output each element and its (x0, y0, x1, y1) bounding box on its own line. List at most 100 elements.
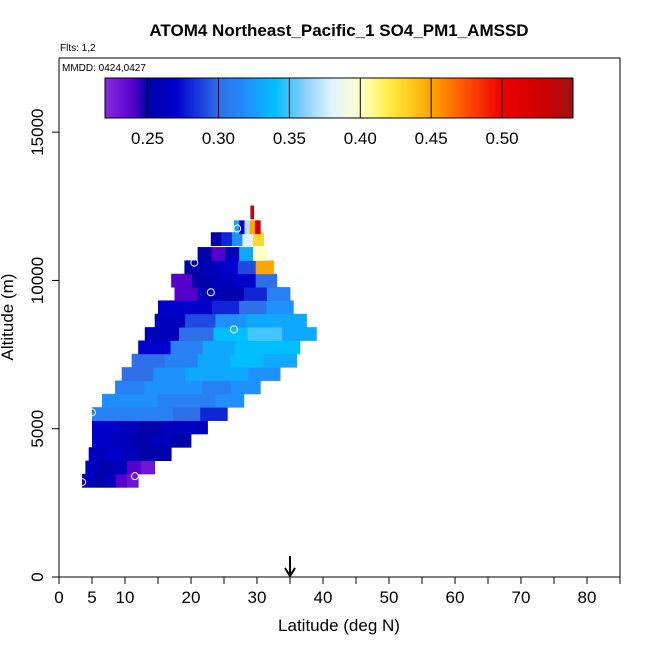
heatmap-cell (185, 313, 216, 328)
heatmap-cell (130, 393, 160, 408)
heatmap-cell (233, 220, 240, 235)
heatmap-cell (131, 433, 152, 448)
colorbar-ticks: 0.25 0.30 0.35 0.40 0.45 0.50 (131, 78, 519, 148)
x-tick-label: 70 (512, 588, 531, 607)
heatmap-cell (231, 232, 243, 246)
x-tick-label: 80 (578, 588, 597, 607)
heatmap-cell (267, 340, 301, 355)
heatmap-cell (158, 393, 188, 408)
x-tick-label: 0 (54, 588, 63, 607)
observation-marker (233, 224, 242, 233)
heatmap-cell (158, 300, 186, 315)
heatmap-cell (92, 407, 120, 421)
heatmap-cell (282, 327, 317, 341)
heatmap-cell (211, 247, 226, 261)
observation-marker (88, 408, 96, 417)
heatmap-cell (187, 393, 216, 408)
heatmap-cell (239, 247, 254, 261)
x-tick-label: 50 (380, 588, 399, 607)
heatmap-cell (230, 353, 264, 368)
heatmap-cell (249, 220, 256, 235)
colorbar-tick-label: 0.40 (344, 129, 377, 148)
heatmap-cell (115, 380, 145, 395)
heatmap-cell (213, 327, 249, 341)
heatmap-cell (255, 273, 278, 288)
heatmap-cell (202, 380, 232, 395)
x-tick-label: 20 (182, 588, 201, 607)
heatmap-cell (131, 353, 165, 368)
heatmap-cell (210, 232, 222, 246)
heatmap-cell (115, 473, 128, 488)
heatmap-cell (197, 287, 222, 301)
heatmap-cell (138, 420, 162, 435)
heatmap-cell (266, 287, 291, 301)
heatmap-cell (154, 447, 172, 461)
y-tick-label: 15000 (28, 109, 47, 156)
y-axis-label: Altitude (m) (0, 274, 17, 361)
dates-label: MMDD: 0424,0427 (62, 63, 146, 74)
heatmap-cell (111, 433, 132, 448)
heatmap-cell (92, 433, 113, 448)
y-tick-label: 0 (28, 572, 47, 581)
heatmap-cell (215, 393, 245, 408)
x-tick-label: 5 (87, 588, 96, 607)
heatmap-cell (121, 447, 139, 461)
colorbar-tick-label: 0.30 (202, 129, 235, 148)
heatmap-cell (239, 300, 267, 315)
colorbar: 0.25 0.30 0.35 0.40 0.45 0.50 (104, 77, 574, 148)
heatmap-cell (171, 273, 193, 288)
heatmap-cell (185, 367, 218, 381)
heatmap-cell (101, 393, 131, 408)
heatmap-cell (255, 220, 261, 235)
heatmap-cell (153, 367, 186, 381)
observation-marker (130, 472, 139, 481)
arrow-head (284, 567, 296, 578)
heatmap-cell (164, 353, 198, 368)
colorbar-tick-label: 0.25 (131, 129, 164, 148)
observation-marker (190, 258, 199, 267)
heatmap-cell (88, 447, 106, 461)
heatmap-cell (192, 273, 214, 288)
heatmap-cell (239, 220, 245, 235)
heatmap-cell (119, 407, 147, 421)
heatmap-cell (244, 220, 251, 235)
heatmap-cell (174, 287, 198, 301)
x-tick-label: 40 (314, 588, 333, 607)
heatmap-cell (113, 460, 128, 475)
heatmap-cell (234, 273, 257, 288)
heatmap-cell (93, 473, 105, 488)
heatmap-cell (179, 327, 214, 341)
heatmap-cell (146, 407, 174, 421)
data-cells (82, 205, 317, 488)
heatmap-cell (225, 247, 240, 261)
x-tick-label: 10 (116, 588, 135, 607)
heatmap-cell (126, 460, 142, 475)
observation-marker (206, 288, 215, 297)
heatmap-cell (92, 420, 116, 435)
heatmap-cell (237, 260, 257, 275)
heatmap-cell (253, 247, 268, 261)
heatmap-cell (184, 260, 203, 275)
heatmap-cell (253, 232, 264, 246)
heatmap-cell (197, 247, 212, 261)
heatmap-cell (213, 273, 235, 288)
heatmap-cell (126, 473, 139, 488)
heatmap-cell (173, 380, 203, 395)
colorbar-tick-label: 0.50 (486, 129, 519, 148)
x-axis-label: Latitude (deg N) (278, 616, 400, 635)
heatmap-cell (263, 353, 297, 368)
heatmap-cell (276, 313, 307, 328)
heatmap-cell (231, 380, 261, 395)
heatmap-cell (220, 260, 239, 275)
heatmap-cell (243, 287, 268, 301)
heatmap-cell (161, 420, 185, 435)
x-tick-label: 60 (446, 588, 465, 607)
heatmap-cell (202, 340, 236, 355)
heatmap-cell (104, 473, 117, 488)
heatmap-cell (197, 353, 231, 368)
heatmap-cell (212, 300, 240, 315)
heatmap-cell (266, 300, 294, 315)
heatmap-cell (220, 287, 245, 301)
x-tick-label: 30 (248, 588, 267, 607)
